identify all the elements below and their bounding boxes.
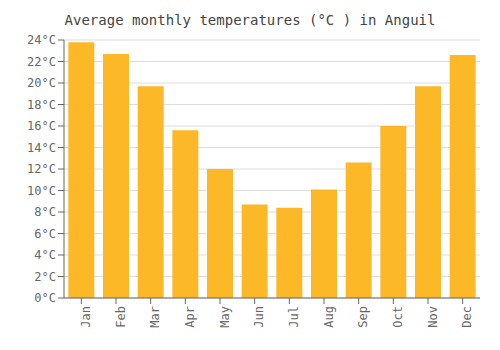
svg-text:Jul: Jul [287, 306, 301, 328]
svg-text:Aug: Aug [322, 306, 336, 328]
svg-text:14°C: 14°C [27, 141, 56, 155]
svg-text:Feb: Feb [114, 306, 128, 328]
svg-text:Oct: Oct [391, 306, 405, 328]
svg-text:24°C: 24°C [27, 33, 56, 47]
svg-text:Jan: Jan [79, 306, 93, 328]
svg-text:4°C: 4°C [34, 248, 56, 262]
html-text:Average monthly temperatures (: Average monthly temperatures (°C ) in An… [64, 12, 436, 28]
svg-text:16°C: 16°C [27, 119, 56, 133]
svg-text:Mar: Mar [148, 306, 162, 328]
svg-text:Jun: Jun [252, 306, 266, 328]
svg-text:18°C: 18°C [27, 98, 56, 112]
svg-text:2°C: 2°C [34, 270, 56, 284]
svg-text:Dec: Dec [460, 306, 474, 328]
svg-text:0°C: 0°C [34, 291, 56, 305]
svg-text:20°C: 20°C [27, 76, 56, 90]
svg-text:Sep: Sep [356, 306, 370, 328]
svg-text:Nov: Nov [426, 306, 440, 328]
svg-text:6°C: 6°C [34, 227, 56, 241]
svg-text:10°C: 10°C [27, 184, 56, 198]
svg-text:May: May [218, 306, 232, 328]
svg-text:22°C: 22°C [27, 55, 56, 69]
svg-text:Apr: Apr [183, 306, 197, 328]
svg-text:12°C: 12°C [27, 162, 56, 176]
svg-text:8°C: 8°C [34, 205, 56, 219]
